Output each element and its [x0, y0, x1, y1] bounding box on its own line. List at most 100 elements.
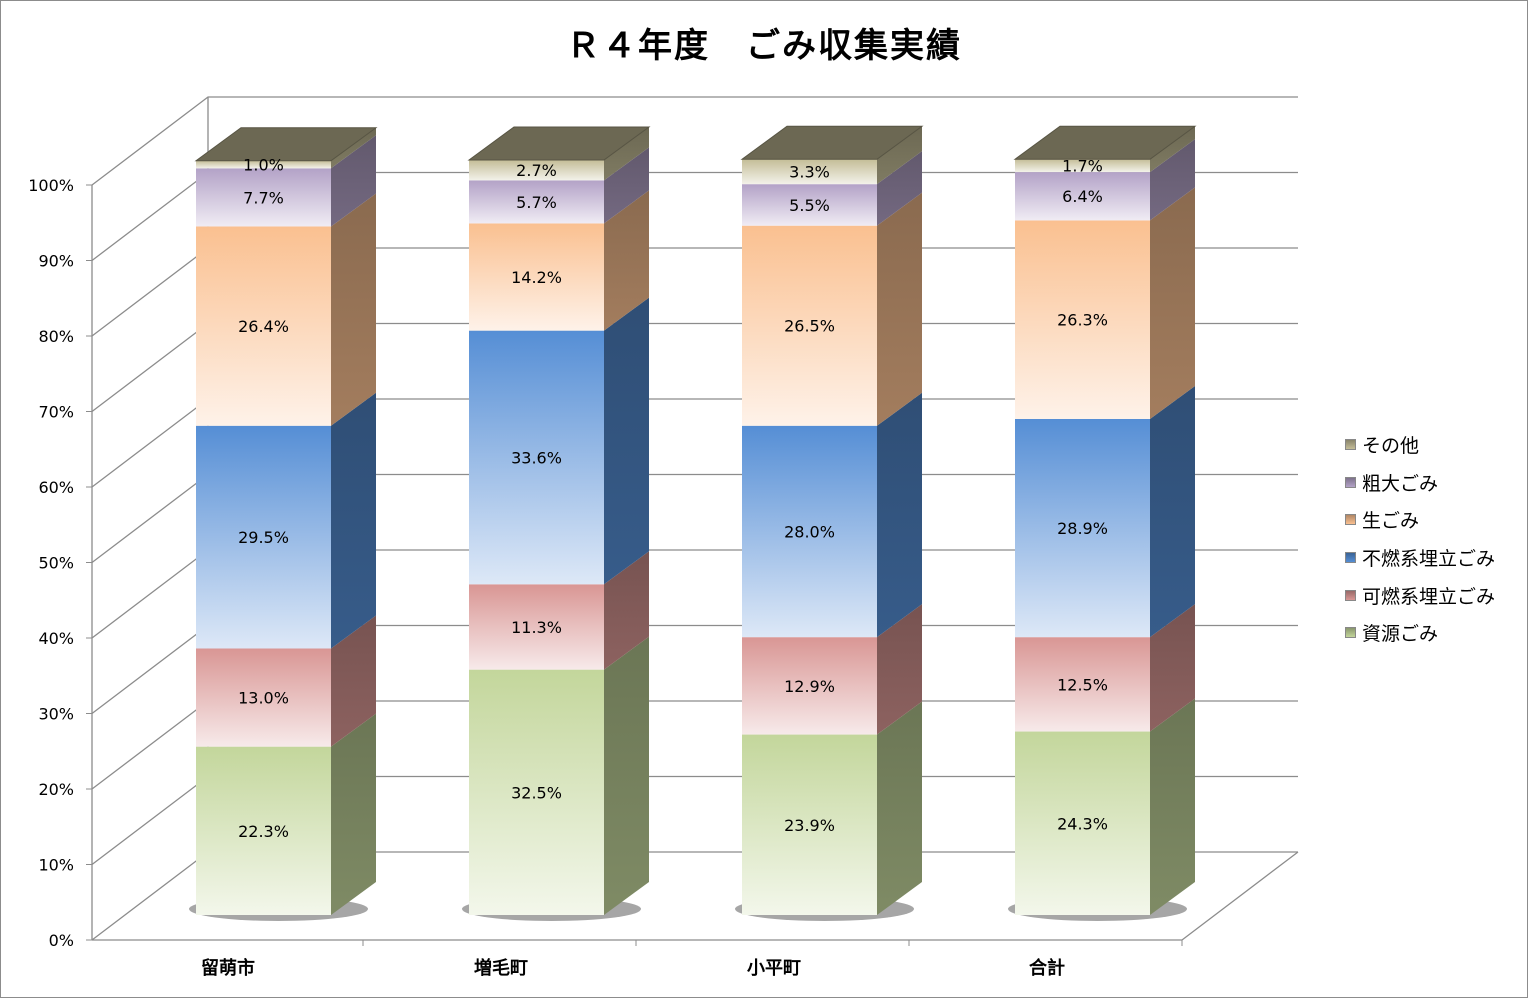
legend-label: 生ごみ [1362, 510, 1420, 533]
y-tick-label: 50% [38, 554, 74, 573]
bar-segment-その他 [469, 160, 604, 181]
data-label: 24.3% [1057, 814, 1108, 833]
bar-top [467, 126, 651, 161]
bar-segment-生ごみ [1015, 220, 1150, 419]
y-tick-label: 40% [38, 629, 74, 648]
legend-swatch [1345, 514, 1356, 526]
bar-segment-資源ごみ [196, 746, 331, 915]
bar-segment-資源ごみ [742, 734, 877, 915]
data-label: 28.0% [784, 522, 835, 541]
data-label: 5.5% [789, 196, 830, 215]
y-tick-label: 90% [38, 252, 74, 271]
bar-segment-生ごみ [196, 226, 331, 426]
bar-side-不燃系埋立ごみ [331, 392, 376, 649]
bar-segment-資源ごみ [469, 669, 604, 915]
data-label: 33.6% [511, 448, 562, 467]
bar-segment-可燃系埋立ごみ [469, 584, 604, 670]
y-tick-label: 20% [38, 780, 74, 799]
legend-item: 生ごみ [1345, 501, 1495, 539]
data-label: 28.9% [1057, 519, 1108, 538]
y-tick-label: 10% [38, 856, 74, 875]
data-label: 6.4% [1062, 187, 1103, 206]
data-label: 23.9% [784, 816, 835, 835]
data-label: 7.7% [243, 188, 284, 207]
bar-side-資源ごみ [1150, 698, 1195, 915]
bar-segment-粗大ごみ [469, 180, 604, 224]
y-tick-label: 70% [38, 403, 74, 422]
y-tick-label: 30% [38, 705, 74, 724]
legend-swatch [1345, 589, 1356, 601]
bar-segment-その他 [1015, 159, 1150, 173]
data-label: 11.3% [511, 618, 562, 637]
legend-label: 資源ごみ [1362, 623, 1439, 646]
bar-segment-不燃系埋立ごみ [742, 425, 877, 638]
legend-label: 粗大ごみ [1362, 472, 1439, 495]
bar-segment-粗大ごみ [742, 184, 877, 226]
bar-segment-粗大ごみ [196, 168, 331, 227]
data-label: 12.5% [1057, 675, 1108, 694]
legend-label: 可燃系埋立ごみ [1362, 585, 1496, 608]
bar-side-その他 [604, 127, 649, 181]
bar-side-その他 [877, 126, 922, 185]
bar-top [1013, 125, 1197, 160]
data-label: 26.3% [1057, 311, 1108, 330]
legend: その他粗大ごみ生ごみ不燃系埋立ごみ 可燃系埋立ごみ 資源ごみ [1345, 426, 1495, 652]
bar-side-粗大ごみ [331, 135, 376, 227]
bar-segment-不燃系埋立ごみ [196, 425, 331, 649]
y-tick-label: 80% [38, 327, 74, 346]
x-tick-label: 合計 [1029, 957, 1065, 979]
y-tick-label: 100% [28, 176, 74, 195]
data-label: 26.5% [784, 317, 835, 336]
bar-side-その他 [1150, 126, 1195, 173]
data-label: 22.3% [238, 822, 289, 841]
bar-side-不燃系埋立ごみ [877, 392, 922, 638]
data-label: 3.3% [789, 163, 830, 182]
bar-segment-その他 [742, 159, 877, 185]
x-tick-label: 小平町 [747, 958, 801, 979]
data-label: 2.7% [516, 161, 557, 180]
legend-item: 粗大ごみ [1345, 464, 1495, 502]
legend-item: 資源ごみ [1345, 614, 1495, 652]
bar-side-可燃系埋立ごみ [331, 615, 376, 747]
legend-item: 不燃系埋立ごみ [1345, 539, 1495, 577]
data-label: 12.9% [784, 677, 835, 696]
bar-segment-可燃系埋立ごみ [196, 648, 331, 747]
data-label: 13.0% [238, 689, 289, 708]
bar-side-生ごみ [1150, 187, 1195, 419]
bar-segment-可燃系埋立ごみ [1015, 637, 1150, 732]
bar-side-粗大ごみ [604, 147, 649, 224]
data-label: 29.5% [238, 528, 289, 547]
bar-side-その他 [331, 127, 376, 169]
bar-segment-生ごみ [469, 223, 604, 331]
bar-top [194, 127, 378, 162]
bar-side-可燃系埋立ごみ [877, 604, 922, 735]
bar-segment-可燃系埋立ごみ [742, 637, 877, 735]
bar-segment-不燃系埋立ごみ [1015, 418, 1150, 638]
bar-side-粗大ごみ [1150, 139, 1195, 221]
bar-side-資源ごみ [877, 701, 922, 915]
legend-item: 可燃系埋立ごみ [1345, 576, 1495, 614]
y-tick-label: 0% [49, 931, 74, 950]
bar-side-粗大ごみ [877, 151, 922, 226]
data-label: 26.4% [238, 317, 289, 336]
legend-label: その他 [1362, 435, 1420, 458]
data-label: 1.7% [1062, 157, 1103, 176]
x-tick-label: 留萌市 [201, 957, 255, 979]
bar-top [740, 125, 924, 160]
bar-segment-粗大ごみ [1015, 172, 1150, 221]
bar-segment-生ごみ [742, 225, 877, 426]
legend-label: 不燃系埋立ごみ [1362, 548, 1496, 571]
bar-side-生ごみ [331, 193, 376, 426]
bar-side-資源ごみ [604, 636, 649, 915]
bar-segment-不燃系埋立ごみ [469, 330, 604, 585]
bar-side-生ごみ [877, 192, 922, 426]
data-label: 32.5% [511, 783, 562, 802]
data-label: 5.7% [516, 193, 557, 212]
bar-segment-資源ごみ [1015, 731, 1150, 915]
legend-swatch [1345, 552, 1356, 564]
bar-side-生ごみ [604, 190, 649, 331]
legend-item: その他 [1345, 426, 1495, 464]
x-tick-label: 増毛町 [474, 957, 528, 979]
legend-swatch [1345, 439, 1356, 451]
